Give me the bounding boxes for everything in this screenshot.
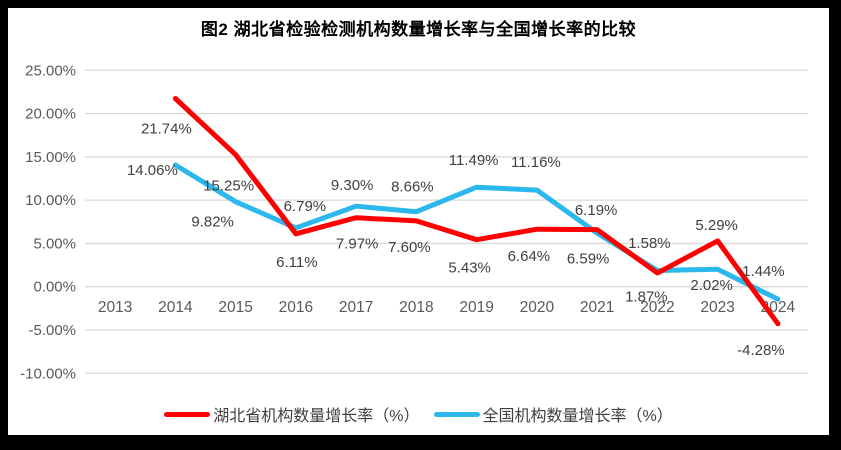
national-data-label: 6.19% (575, 202, 618, 219)
y-axis-tick-label: 10.00% (25, 192, 76, 209)
hubei-data-label: 6.11% (276, 254, 317, 271)
y-axis-tick-label: 25.00% (25, 62, 76, 79)
x-axis-tick-label: 2023 (700, 299, 734, 316)
national-data-label: 14.06% (127, 162, 178, 179)
line-chart: 25.00% 20.00% 15.00% 10.00% 5.00% 0.00% -5.00%… (20, 62, 808, 382)
national-line-swatch (433, 411, 480, 417)
national-data-label: 2.02% (690, 277, 733, 294)
hubei-data-label: 6.64% (508, 248, 551, 265)
national-data-label: 6.79% (284, 198, 327, 215)
national-data-label: -1.44% (737, 263, 785, 280)
national-data-label: 1.87% (625, 289, 668, 306)
x-axis-tick-label: 2022 (640, 299, 674, 316)
legend: 湖北省机构数量增长率（%） 全国机构数量增长率（%） (8, 402, 829, 426)
hubei-data-label: 7.97% (336, 236, 379, 253)
y-axis-tick-label: -10.00% (20, 365, 76, 382)
legend-item-national: 全国机构数量增长率（%） (433, 402, 673, 426)
hubei-data-label: 5.29% (695, 217, 738, 234)
national-data-label: 9.30% (331, 177, 374, 194)
x-axis-tick-label: 2014 (158, 299, 193, 316)
national-data-label: 11.49% (449, 152, 499, 169)
national-data-label: 11.16% (511, 154, 561, 171)
x-axis-tick-label: 2020 (520, 299, 555, 316)
x-axis-tick-label: 2018 (399, 299, 433, 316)
x-axis-tick-label: 2021 (580, 299, 614, 316)
hubei-data-label: 7.60% (388, 239, 431, 256)
legend-label-hubei: 湖北省机构数量增长率（%） (213, 408, 420, 425)
national-line-series (172, 162, 781, 302)
hubei-line-series (172, 95, 781, 327)
national-data-label: 9.82% (191, 214, 234, 231)
hubei-data-label: 6.59% (567, 251, 610, 268)
hubei-data-label: -4.28% (737, 342, 785, 359)
y-axis-tick-label: 5.00% (33, 235, 76, 252)
x-axis-tick-label: 2016 (279, 299, 313, 316)
y-axis-tick-label: 0.00% (33, 279, 76, 296)
hubei-line-swatch (164, 411, 211, 417)
y-axis-tick-label: 20.00% (25, 106, 76, 123)
hubei-data-label: 5.43% (448, 260, 491, 277)
national-data-label: 8.66% (391, 179, 434, 196)
x-axis-tick-label: 2013 (98, 299, 132, 316)
legend-label-national: 全国机构数量增长率（%） (482, 408, 673, 425)
x-axis-tick-label: 2015 (218, 299, 252, 316)
y-axis-tick-label: 15.00% (25, 149, 76, 166)
x-axis-tick-label: 2019 (459, 299, 493, 316)
hubei-data-label: 15.25% (203, 178, 254, 195)
hubei-data-label: 1.58% (628, 235, 671, 252)
y-axis-tick-label: -5.00% (28, 322, 76, 339)
chart-canvas: 25.00% 20.00% 15.00% 10.00% 5.00% 0.00% -5.00%… (8, 8, 829, 435)
legend-item-hubei: 湖北省机构数量增长率（%） (164, 402, 420, 426)
chart-title: 图2 湖北省检验检测机构数量增长率与全国增长率的比较 (200, 20, 637, 39)
x-axis-tick-label: 2017 (339, 299, 373, 316)
hubei-data-label: 21.74% (141, 120, 192, 137)
